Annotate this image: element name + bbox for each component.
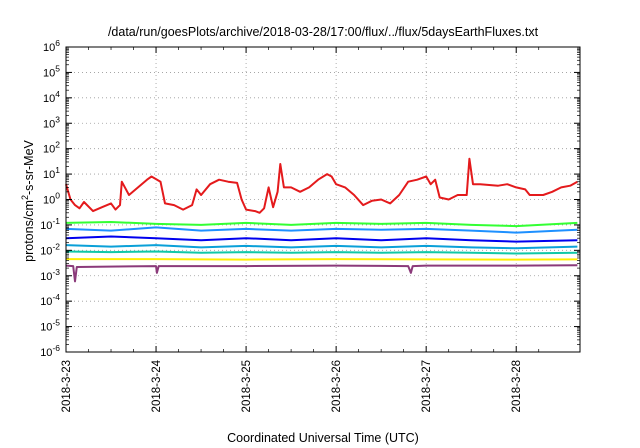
plot-frame — [65, 46, 581, 353]
y-axis-label-superscript: 2 — [20, 195, 30, 200]
y-axis-label: protons/cm2-s-sr-MeV — [20, 139, 36, 261]
y-tick-label: 101 — [43, 165, 60, 181]
y-tick-label: 10-4 — [40, 292, 60, 308]
x-tick-label: 2018-3-24 — [151, 359, 163, 412]
y-tick-label: 10-2 — [40, 241, 60, 257]
y-tick-label: 10-3 — [40, 267, 60, 283]
x-tick-label: 2018-3-23 — [61, 360, 73, 412]
series-line-1 — [65, 221, 578, 228]
y-tick-label: 10-1 — [40, 216, 60, 232]
y-tick-labels: 106 105 104 103 102 101 100 10-1 10-2 10-3 10-4 10-… — [40, 38, 60, 359]
x-tick-label: 2018-3-28 — [511, 360, 523, 412]
series-line-4 — [65, 244, 578, 250]
y-tick-label: 102 — [43, 140, 60, 156]
grid-lines — [66, 47, 580, 352]
y-tick-label: 103 — [43, 114, 60, 130]
series-line-6 — [66, 258, 578, 261]
x-axis-label: Coordinated Universal Time (UTC) — [227, 431, 419, 445]
x-tick-label: 2018-3-25 — [241, 360, 253, 412]
axes — [65, 46, 581, 353]
series-line-2 — [65, 226, 578, 234]
series-line-7 — [65, 264, 578, 283]
series-line-0 — [65, 157, 578, 214]
y-tick-label: 105 — [43, 63, 60, 79]
y-axis-label-unit: -s-sr-MeV — [22, 139, 36, 195]
y-tick-label: 100 — [43, 191, 60, 207]
series-line-3 — [65, 235, 578, 243]
y-tick-label: 104 — [43, 89, 60, 105]
y-axis-label-main: protons/cm — [22, 200, 36, 262]
chart-title: /data/run/goesPlots/archive/2018-03-28/1… — [108, 25, 539, 39]
data-series — [65, 157, 578, 283]
x-tick-label: 2018-3-26 — [331, 360, 343, 412]
x-tick-labels: 2018-3-23 2018-3-24 2018-3-25 2018-3-26 2018… — [61, 359, 523, 412]
series-line-5 — [65, 250, 578, 255]
y-tick-label: 10-5 — [40, 318, 60, 334]
y-tick-label: 10-6 — [40, 343, 60, 359]
x-tick-label: 2018-3-27 — [421, 360, 433, 412]
y-tick-label: 106 — [43, 38, 60, 54]
